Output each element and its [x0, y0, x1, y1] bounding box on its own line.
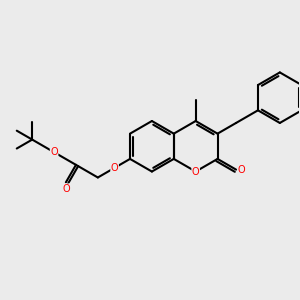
Text: O: O	[192, 167, 200, 176]
Text: O: O	[238, 165, 245, 175]
Text: O: O	[62, 184, 70, 194]
Text: O: O	[111, 163, 119, 173]
Text: O: O	[50, 147, 58, 157]
